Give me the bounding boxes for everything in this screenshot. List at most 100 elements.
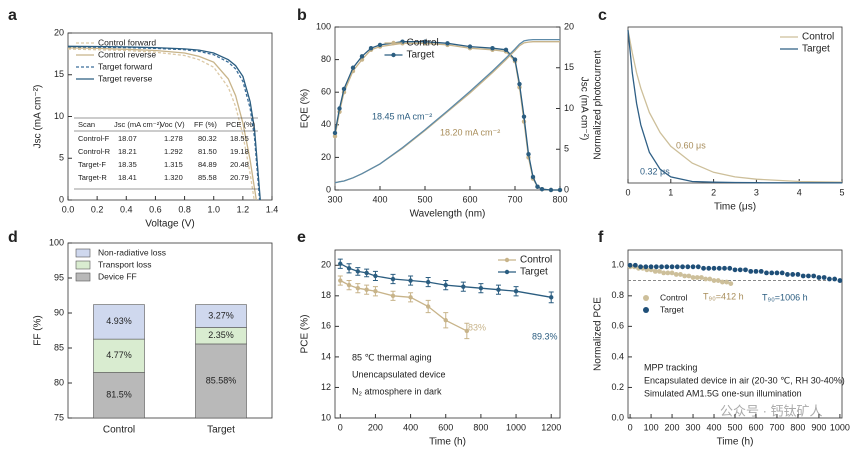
table-cell: 18.21 — [118, 147, 137, 156]
data-point — [652, 268, 658, 274]
data-point — [443, 318, 448, 323]
annotation: 83% — [468, 322, 486, 332]
value-label: 3.27% — [208, 310, 234, 320]
table-header: Jsc (mA cm⁻²) — [114, 120, 162, 129]
data-point — [732, 267, 738, 273]
data-point — [425, 279, 431, 285]
data-point — [512, 57, 518, 62]
x-tick-label: 500 — [417, 194, 432, 204]
data-point — [513, 289, 519, 294]
y-tick-label: 60 — [321, 87, 331, 97]
x-tick-label: 600 — [462, 194, 477, 204]
value-label: 2.35% — [208, 330, 234, 340]
data-point — [711, 278, 717, 283]
data-point — [425, 304, 431, 309]
bar-segment — [93, 372, 145, 419]
data-point — [461, 284, 466, 289]
data-point — [517, 81, 522, 87]
data-point — [837, 278, 843, 283]
data-point — [779, 270, 785, 276]
data-point — [390, 276, 396, 282]
series-line — [627, 29, 843, 183]
bar-segment — [93, 304, 145, 340]
data-point — [338, 261, 343, 266]
annotation: 89.3% — [532, 331, 558, 341]
watermark: 公众号 · 钙钛矿人 — [720, 403, 823, 418]
legend-label: Target — [802, 44, 830, 55]
data-point — [657, 268, 662, 274]
data-point — [643, 264, 649, 270]
y-tick-label: 95 — [54, 272, 64, 282]
y2-tick-label: 15 — [564, 62, 574, 72]
data-point — [503, 47, 509, 53]
data-point — [727, 265, 733, 271]
data-point — [373, 273, 378, 279]
data-point — [707, 276, 713, 282]
data-point — [557, 187, 563, 193]
panel-letter: a — [8, 7, 17, 24]
legend-label: Target — [660, 304, 684, 314]
x-axis-label: Time (h) — [717, 437, 754, 448]
value-label: 4.77% — [106, 350, 132, 360]
table-cell: 1.315 — [164, 160, 183, 169]
table-cell: 1.320 — [164, 173, 183, 182]
data-point — [695, 264, 701, 270]
data-point — [703, 276, 709, 282]
y2-tick-label: 10 — [564, 103, 574, 113]
x-tick-label: 800 — [473, 422, 488, 432]
data-point — [720, 279, 725, 285]
y-tick-label: 80 — [54, 377, 64, 387]
series-line — [334, 41, 560, 191]
legend-label: Target reverse — [98, 73, 153, 83]
data-point — [530, 174, 536, 180]
y2-axis-label: Jsc (mA cm⁻²) — [578, 77, 589, 141]
table-cell: 81.50 — [198, 147, 217, 156]
data-point — [341, 86, 347, 92]
bar-segment — [195, 343, 247, 419]
data-point — [627, 262, 633, 268]
legend-marker — [643, 307, 649, 313]
y-tick-label: 75 — [54, 412, 64, 422]
table-cell: 20.79 — [230, 173, 249, 182]
x-tick-label: 500 — [727, 422, 742, 432]
x-tick-label: 0.6 — [149, 204, 162, 214]
y2-tick-label: 5 — [564, 144, 569, 154]
data-point — [728, 281, 734, 286]
data-point — [638, 264, 643, 270]
x-tick-label: 0.4 — [120, 204, 133, 214]
legend-marker — [504, 257, 510, 263]
data-point — [753, 268, 759, 274]
legend-swatch — [75, 260, 91, 270]
y-tick-label: 90 — [54, 307, 64, 317]
x-tick-label: 400 — [372, 194, 387, 204]
y-tick-label: 0.4 — [611, 351, 624, 361]
data-point — [632, 262, 638, 268]
data-point — [346, 266, 352, 271]
data-point — [769, 270, 775, 276]
y-tick-label: 80 — [321, 54, 331, 64]
legend-label: Control reverse — [98, 49, 156, 59]
x-tick-label: 800 — [790, 422, 805, 432]
annotation: N₂ atmosphere in dark — [352, 386, 442, 396]
legend-swatch — [75, 272, 91, 282]
y-axis-label: EQE (%) — [300, 89, 311, 128]
data-point — [355, 285, 361, 291]
x-axis-label: Wavelength (nm) — [410, 209, 486, 220]
y-tick-label: 0.0 — [611, 412, 624, 422]
table-cell: 80.32 — [198, 134, 217, 143]
y-tick-label: 18 — [321, 290, 331, 300]
data-point — [800, 273, 806, 279]
data-point — [716, 265, 722, 271]
y-tick-label: 20 — [321, 260, 331, 270]
data-point — [346, 282, 352, 288]
x-tick-label: 800 — [552, 194, 567, 204]
legend-swatch — [75, 248, 91, 258]
x-tick-label: 0 — [625, 187, 630, 197]
data-point — [832, 276, 838, 282]
data-point — [368, 45, 374, 51]
table-cell: 18.35 — [118, 160, 137, 169]
legend-marker — [391, 40, 396, 46]
table-cell: 18.07 — [118, 134, 137, 143]
data-point — [377, 42, 383, 48]
